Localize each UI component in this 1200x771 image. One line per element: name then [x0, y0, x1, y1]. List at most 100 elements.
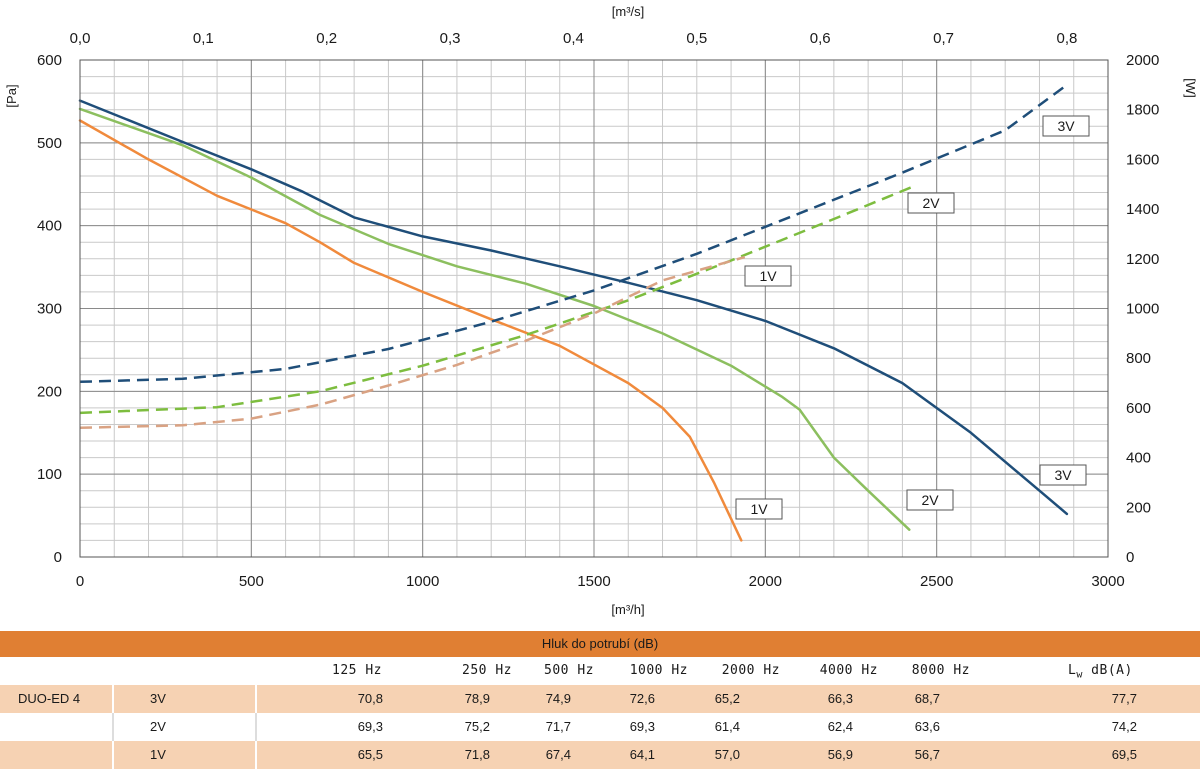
- plot-frame: [79, 59, 1109, 558]
- value-125hz: 69,3: [357, 719, 383, 734]
- x2-tick-label: 0,4: [563, 30, 584, 47]
- value-250hz: 71,8: [464, 747, 490, 762]
- svg-text:1V: 1V: [759, 268, 777, 284]
- x-tick-label: 3000: [1091, 573, 1124, 590]
- y2-tick-label: 400: [1126, 450, 1151, 467]
- value-125hz: 65,5: [357, 747, 383, 762]
- svg-text:3V: 3V: [1057, 118, 1075, 134]
- noise-table-header: 125 Hz 250 Hz 500 Hz 1000 Hz 2000 Hz 400…: [0, 657, 1200, 685]
- svg-text:1V: 1V: [750, 501, 768, 517]
- value-4000hz: 62,4: [827, 719, 853, 734]
- svg-text:3V: 3V: [1054, 467, 1072, 483]
- x2-tick-label: 0,2: [316, 30, 337, 47]
- power-curve-1v: [79, 255, 746, 430]
- label-power-2v: 2V: [907, 192, 955, 214]
- x2-axis-label: [m³/s]: [612, 4, 645, 19]
- y-tick-label: 200: [37, 383, 62, 400]
- x2-tick-label: 0,8: [1056, 30, 1077, 47]
- label-pressure-2v: 2V: [906, 489, 954, 511]
- value-2000hz: 57,0: [714, 747, 740, 762]
- x-tick-label: 2000: [749, 573, 782, 590]
- y2-tick-label: 1800: [1126, 102, 1159, 119]
- value-500hz: 71,7: [545, 719, 571, 734]
- major-gridlines: [79, 59, 1109, 558]
- value-500hz: 67,4: [545, 747, 571, 762]
- label-power-1v: 1V: [744, 265, 792, 287]
- header-4000hz: 4000 Hz: [819, 663, 878, 678]
- x-axis-label: [m³/h]: [611, 602, 644, 617]
- label-pressure-1v: 1V: [735, 498, 783, 520]
- y-tick-label: 400: [37, 218, 62, 235]
- value-8000hz: 68,7: [914, 691, 940, 706]
- table-row: DUO-ED 4 3V 70,8 78,9 74,9 72,6 65,2 66,…: [0, 685, 1200, 713]
- speed-label: 1V: [150, 747, 166, 762]
- x2-tick-label: 0,7: [933, 30, 954, 47]
- x-tick-label: 1000: [406, 573, 439, 590]
- speed-label: 2V: [150, 719, 166, 734]
- value-2000hz: 65,2: [714, 691, 740, 706]
- y-tick-label: 100: [37, 466, 62, 483]
- value-250hz: 75,2: [464, 719, 490, 734]
- header-500hz: 500 Hz: [544, 663, 594, 678]
- header-250hz: 250 Hz: [462, 663, 512, 678]
- tick-labels: 0 100 200 300 400 500 600 0 200 400 600 800 1000 1200…: [37, 30, 1159, 590]
- value-8000hz: 56,7: [914, 747, 940, 762]
- speed-label: 3V: [150, 691, 166, 706]
- x-tick-label: 1500: [577, 573, 610, 590]
- value-4000hz: 56,9: [827, 747, 853, 762]
- x-tick-label: 500: [239, 573, 264, 590]
- y2-tick-label: 1000: [1126, 301, 1159, 318]
- y2-tick-label: 800: [1126, 350, 1151, 367]
- value-125hz: 70,8: [357, 691, 383, 706]
- value-1000hz: 64,1: [629, 747, 655, 762]
- y2-tick-label: 1400: [1126, 201, 1159, 218]
- header-1000hz: 1000 Hz: [629, 663, 688, 678]
- noise-table-title: Hluk do potrubí (dB): [0, 631, 1200, 657]
- pressure-curve-3v: [78, 99, 1069, 516]
- y-axis-label: [Pa]: [4, 84, 19, 107]
- value-8000hz: 63,6: [914, 719, 940, 734]
- noise-table: Hluk do potrubí (dB) 125 Hz 250 Hz 500 H…: [0, 631, 1200, 769]
- series-lines: [78, 83, 1069, 542]
- value-4000hz: 66,3: [827, 691, 853, 706]
- model-name: DUO-ED 4: [18, 691, 81, 706]
- x2-tick-label: 0,6: [810, 30, 831, 47]
- value-250hz: 78,9: [464, 691, 490, 706]
- x2-tick-label: 0,1: [193, 30, 214, 47]
- y2-tick-label: 600: [1126, 400, 1151, 417]
- y-tick-label: 600: [37, 52, 62, 69]
- table-row: 2V 69,3 75,2 71,7 69,3 61,4 62,4 63,6 74…: [0, 713, 1200, 741]
- value-lw: 77,7: [1111, 691, 1137, 706]
- y2-tick-label: 0: [1126, 549, 1134, 566]
- y2-axis-label: [W]: [1183, 78, 1198, 98]
- header-125hz: 125 Hz: [332, 663, 382, 678]
- y2-tick-label: 1600: [1126, 151, 1159, 168]
- power-curve-2v: [79, 185, 914, 415]
- fan-performance-chart: 0 100 200 300 400 500 600 0 200 400 600 800 1000 1200…: [4, 4, 1198, 617]
- header-8000hz: 8000 Hz: [911, 663, 970, 678]
- svg-text:2V: 2V: [922, 195, 940, 211]
- value-lw: 69,5: [1111, 747, 1137, 762]
- y-tick-label: 0: [54, 549, 62, 566]
- pressure-curve-2v: [78, 107, 911, 531]
- power-curve-3v: [79, 83, 1068, 384]
- x-tick-label: 0: [76, 573, 84, 590]
- value-lw: 74,2: [1111, 719, 1137, 734]
- x2-tick-label: 0,5: [686, 30, 707, 47]
- header-lw: Lw dB(A): [1068, 663, 1133, 681]
- value-1000hz: 69,3: [629, 719, 655, 734]
- pressure-curve-1v: [78, 119, 743, 542]
- x-tick-label: 2500: [920, 573, 953, 590]
- label-power-3v: 3V: [1042, 115, 1090, 137]
- y-tick-label: 300: [37, 301, 62, 318]
- svg-text:2V: 2V: [921, 492, 939, 508]
- header-2000hz: 2000 Hz: [721, 663, 780, 678]
- y2-tick-label: 200: [1126, 499, 1151, 516]
- label-pressure-3v: 3V: [1039, 464, 1087, 486]
- y2-tick-label: 1200: [1126, 251, 1159, 268]
- x2-tick-label: 0,0: [70, 30, 91, 47]
- table-row: 1V 65,5 71,8 67,4 64,1 57,0 56,9 56,7 69…: [0, 741, 1200, 769]
- y2-tick-label: 2000: [1126, 52, 1159, 69]
- value-1000hz: 72,6: [629, 691, 655, 706]
- value-500hz: 74,9: [545, 691, 571, 706]
